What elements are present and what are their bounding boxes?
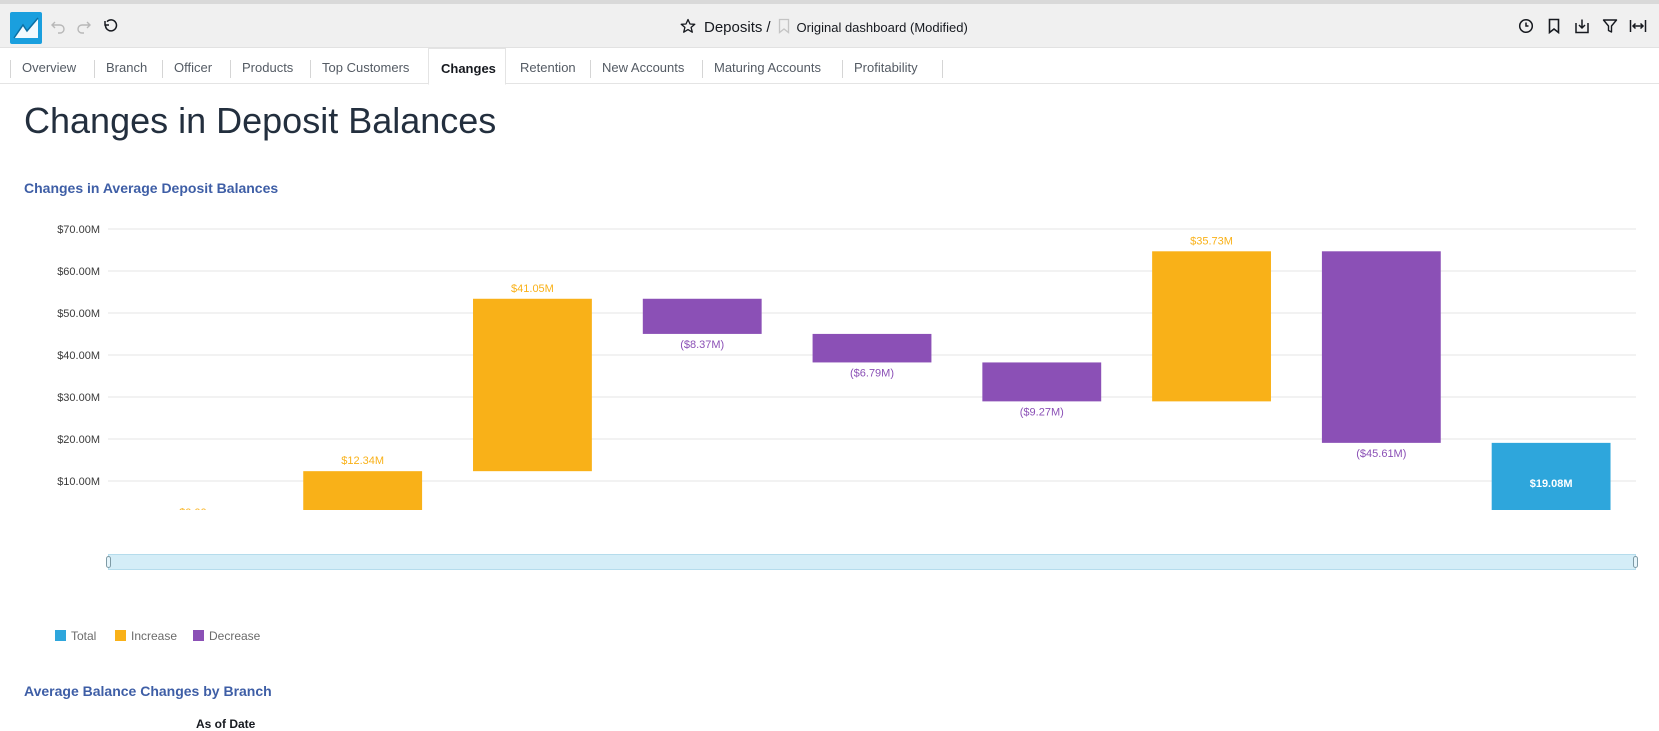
bar-mar-2015 [642, 298, 762, 334]
data-label: $35.73M [1190, 235, 1233, 247]
tab-overview[interactable]: Overview [10, 48, 88, 84]
download-icon[interactable] [1572, 16, 1592, 36]
data-label: ($45.61M) [1356, 448, 1406, 460]
chart-title: Changes in Average Deposit Balances [24, 180, 279, 196]
breadcrumb-deposits[interactable]: Deposits [704, 18, 763, 36]
tab-products[interactable]: Products [230, 48, 305, 84]
legend-label-decrease[interactable]: Decrease [209, 629, 261, 643]
legend-label-total[interactable]: Total [71, 629, 96, 643]
data-label: ($8.37M) [680, 339, 724, 351]
y-tick-label: $70.00M [57, 224, 100, 236]
tab-retention[interactable]: Retention [520, 60, 576, 75]
legend-swatch-decrease[interactable] [193, 630, 204, 641]
legend-label-increase[interactable]: Increase [131, 629, 177, 643]
range-slider[interactable] [106, 554, 1638, 570]
bookmark-icon[interactable] [1544, 16, 1564, 36]
y-tick-label: $60.00M [57, 266, 100, 278]
tab-profitability[interactable]: Profitability [842, 48, 930, 84]
table-header-as-of-date: As of Date [196, 717, 256, 731]
y-tick-label: $20.00M [57, 434, 100, 446]
slider-handle-right[interactable] [1633, 556, 1638, 568]
tab-changes[interactable]: Changes [428, 48, 506, 85]
bar-may-2015 [982, 362, 1102, 402]
sheet-tabs: Overview Branch Officer Products Top Cus… [0, 48, 1659, 85]
tab-maturing-accounts[interactable]: Maturing Accounts [702, 48, 833, 84]
bar-jul-2015 [1321, 251, 1441, 443]
tab-new-accounts[interactable]: New Accounts [590, 48, 696, 84]
breadcrumb-separator: / [766, 18, 771, 36]
undo-icon[interactable] [48, 16, 68, 36]
fit-width-icon[interactable] [1628, 16, 1648, 36]
data-label: ($6.79M) [850, 367, 894, 379]
y-tick-label: $50.00M [57, 308, 100, 320]
bar-apr-2015 [812, 333, 932, 363]
star-icon[interactable] [680, 18, 696, 37]
dashboard-title: Deposits / Original dashboard (Modified) [680, 16, 968, 38]
slider-handle-left[interactable] [106, 556, 111, 568]
reset-icon[interactable] [100, 16, 120, 36]
top-toolbar: Deposits / Original dashboard (Modified) [0, 0, 1659, 48]
data-label: $19.08M [1530, 478, 1573, 490]
y-tick-label: $30.00M [57, 392, 100, 404]
redo-icon[interactable] [74, 16, 94, 36]
tab-top-customers[interactable]: Top Customers [310, 48, 421, 84]
logo-icon[interactable] [10, 12, 42, 44]
tab-officer[interactable]: Officer [162, 48, 224, 84]
bar-total [1491, 442, 1611, 510]
bookmark-icon[interactable] [777, 18, 791, 37]
tab-branch[interactable]: Branch [94, 48, 159, 84]
dashboard-name[interactable]: Original dashboard (Modified) [796, 19, 968, 35]
data-label: $0.00 [179, 507, 207, 510]
section-title-branch: Average Balance Changes by Branch [24, 683, 272, 699]
bar-jan-2015 [303, 471, 423, 510]
data-label: $41.05M [511, 283, 554, 295]
legend-swatch-total[interactable] [55, 630, 66, 641]
y-tick-label: $40.00M [57, 350, 100, 362]
y-tick-label: $10.00M [57, 476, 100, 488]
tab-divider [942, 60, 943, 78]
waterfall-chart: $0.00 $10.00M $20.00M $30.00M $40.00M $50.00M… [57, 224, 1636, 510]
page-title: Changes in Deposit Balances [24, 100, 497, 141]
chart-legend: Total Increase Decrease [55, 629, 261, 643]
legend-swatch-increase[interactable] [115, 630, 126, 641]
clock-icon[interactable] [1516, 16, 1536, 36]
data-label: ($9.27M) [1020, 406, 1064, 418]
data-label: $12.34M [341, 455, 384, 467]
bar-jun-2015 [1152, 251, 1271, 402]
bar-feb-2015 [473, 298, 592, 472]
filter-icon[interactable] [1600, 16, 1620, 36]
